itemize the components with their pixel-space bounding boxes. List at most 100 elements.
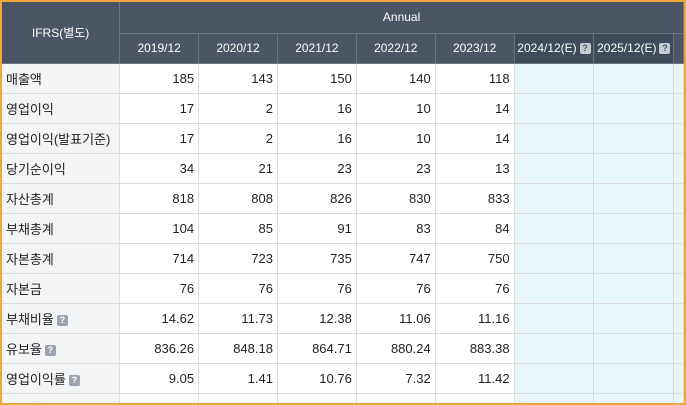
table-row: 부채총계 104 85 91 83 84 <box>2 213 684 244</box>
value-cell: 23 <box>277 153 357 184</box>
corner-header: IFRS(별도) <box>2 2 121 64</box>
help-icon[interactable]: ? <box>659 43 671 55</box>
help-icon[interactable]: ? <box>44 344 56 356</box>
value-cell: 818 <box>119 183 200 214</box>
row-label: 자본금 <box>2 273 121 304</box>
table-row: 영업이익(발표기준) 17 2 16 10 14 <box>2 123 684 154</box>
value-cell: 12.38 <box>277 303 357 334</box>
row-label: 영업이익(발표기준) <box>2 123 121 154</box>
value-cell: 91 <box>277 213 357 244</box>
value-cell: 735 <box>277 243 357 274</box>
row-label-text: 자본금 <box>6 281 42 297</box>
estimate-cell <box>593 123 675 154</box>
row-label-text: 영업이익 <box>6 101 54 117</box>
value-cell: 714 <box>119 243 200 274</box>
annual-group-header: Annual <box>119 2 684 34</box>
estimate-cell <box>514 303 595 334</box>
value-cell: 11.73 <box>198 303 278 334</box>
value-cell: 17 <box>119 93 200 124</box>
help-icon[interactable]: ? <box>68 374 80 386</box>
row-spacer <box>673 63 684 94</box>
estimate-year-header: 2025/12(E)? <box>593 33 675 64</box>
year-header: 2020/12 <box>198 33 278 64</box>
row-label: 당기순이익 <box>2 153 121 184</box>
value-cell: 9.05 <box>119 363 200 394</box>
value-cell: 140 <box>356 63 436 94</box>
value-cell: 76 <box>119 273 200 304</box>
row-spacer <box>673 243 684 274</box>
value-cell: 76 <box>356 273 436 304</box>
value-cell <box>198 393 278 403</box>
row-spacer <box>673 213 684 244</box>
table-row: 영업이익률? 9.05 1.41 10.76 7.32 11.42 <box>2 363 684 394</box>
year-header: 2021/12 <box>277 33 357 64</box>
year-header: 2022/12 <box>356 33 436 64</box>
value-cell: 826 <box>277 183 357 214</box>
value-cell <box>119 393 200 403</box>
value-cell: 76 <box>198 273 278 304</box>
help-icon[interactable]: ? <box>56 314 68 326</box>
table-row: 영업이익 17 2 16 10 14 <box>2 93 684 124</box>
row-label-text: 당기순이익 <box>6 161 66 177</box>
estimate-cell <box>514 93 595 124</box>
value-cell <box>277 393 357 403</box>
row-label: 영업이익률? <box>2 363 121 394</box>
value-cell: 17 <box>119 123 200 154</box>
value-cell: 14.62 <box>119 303 200 334</box>
estimate-cell <box>593 333 675 364</box>
year-header: 2023/12 <box>435 33 515 64</box>
value-cell: 84 <box>435 213 515 244</box>
estimate-cell <box>593 63 675 94</box>
row-label: 부채비율? <box>2 303 121 334</box>
row-label-text: 부채총계 <box>6 221 54 237</box>
row-label-text: 순이익률 <box>6 402 54 404</box>
row-label: 자본총계 <box>2 243 121 274</box>
row-label-text: 자산총계 <box>6 191 54 207</box>
row-spacer <box>673 93 684 124</box>
header-spacer <box>673 33 684 64</box>
value-cell <box>435 393 515 403</box>
estimate-cell <box>593 153 675 184</box>
row-spacer <box>673 183 684 214</box>
row-label: 부채총계 <box>2 213 121 244</box>
table-row: 당기순이익 34 21 23 23 13 <box>2 153 684 184</box>
value-cell: 1.41 <box>198 363 278 394</box>
row-label-text: 영업이익(발표기준) <box>6 131 111 147</box>
estimate-cell <box>593 363 675 394</box>
value-cell: 747 <box>356 243 436 274</box>
value-cell: 883.38 <box>435 333 515 364</box>
estimate-cell <box>514 273 595 304</box>
estimate-cell <box>593 243 675 274</box>
value-cell: 7.32 <box>356 363 436 394</box>
value-cell: 833 <box>435 183 515 214</box>
row-spacer <box>673 393 684 403</box>
estimate-cell <box>593 273 675 304</box>
value-cell: 23 <box>356 153 436 184</box>
value-cell: 104 <box>119 213 200 244</box>
value-cell: 13 <box>435 153 515 184</box>
row-spacer <box>673 123 684 154</box>
table-row: 매출액 185 143 150 140 118 <box>2 63 684 94</box>
row-label: 유보율? <box>2 333 121 364</box>
value-cell: 864.71 <box>277 333 357 364</box>
value-cell: 150 <box>277 63 357 94</box>
estimate-cell <box>514 243 595 274</box>
estimate-cell <box>514 123 595 154</box>
row-label-text: 매출액 <box>6 71 42 87</box>
estimate-year-header: 2024/12(E)? <box>514 33 595 64</box>
help-icon[interactable]: ? <box>579 43 591 55</box>
value-cell: 185 <box>119 63 200 94</box>
value-cell: 2 <box>198 123 278 154</box>
row-label-text: 부채비율 <box>6 311 54 327</box>
value-cell: 16 <box>277 93 357 124</box>
year-header: 2019/12 <box>119 33 200 64</box>
value-cell: 76 <box>435 273 515 304</box>
value-cell: 880.24 <box>356 333 436 364</box>
row-spacer <box>673 363 684 394</box>
row-label: 매출액 <box>2 63 121 94</box>
estimate-cell <box>514 363 595 394</box>
row-spacer <box>673 333 684 364</box>
table-row: 순이익률? <box>2 393 684 404</box>
estimate-cell <box>514 393 595 403</box>
